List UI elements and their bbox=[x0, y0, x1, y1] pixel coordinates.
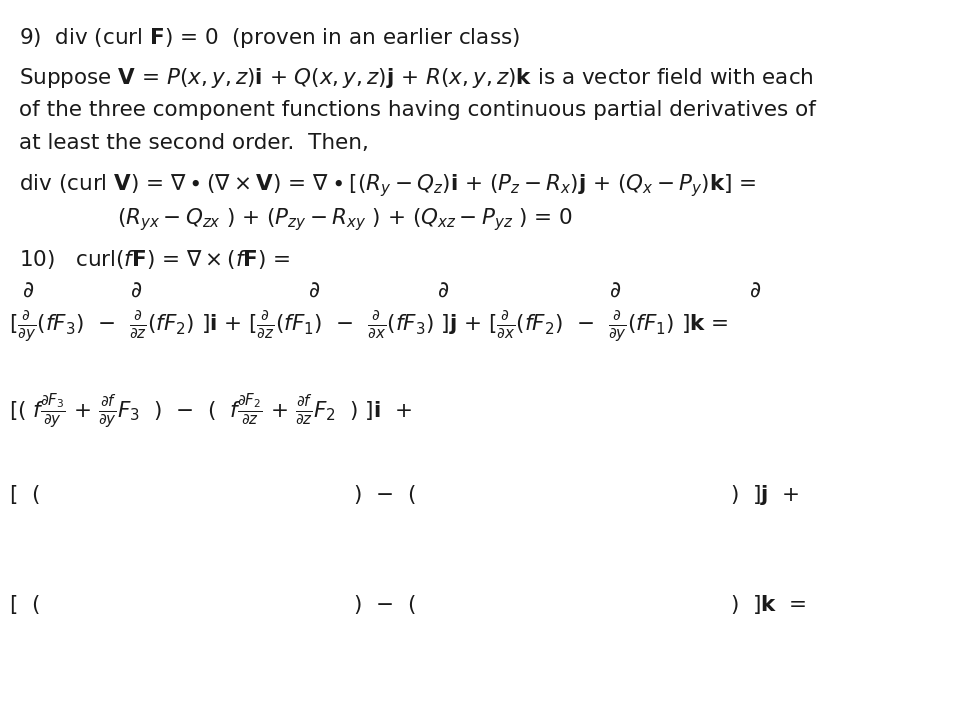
Text: 9)  div (curl $\mathbf{F}$) = 0  (proven in an earlier class): 9) div (curl $\mathbf{F}$) = 0 (proven i… bbox=[19, 27, 520, 50]
Text: [  (                                              )  $-$  (                     : [ ( ) $-$ ( bbox=[9, 593, 806, 616]
Text: div (curl $\mathbf{V}$) = $\nabla\bullet(\nabla\times\mathbf{V})$ = $\nabla\bull: div (curl $\mathbf{V}$) = $\nabla\bullet… bbox=[19, 172, 756, 199]
Text: $\partial$: $\partial$ bbox=[437, 281, 449, 301]
Text: [$($ $f\frac{\partial F_3}{\partial y}$ + $\frac{\partial f}{\partial y}F_3$  $): [$($ $f\frac{\partial F_3}{\partial y}$ … bbox=[9, 392, 412, 431]
Text: $\partial$: $\partial$ bbox=[308, 281, 321, 301]
Text: $\partial$: $\partial$ bbox=[749, 281, 760, 301]
Text: at least the second order.  Then,: at least the second order. Then, bbox=[19, 133, 369, 153]
Text: $\partial$: $\partial$ bbox=[22, 281, 34, 301]
Text: [$\frac{\partial}{\partial y}(fF_3)$  $-$  $\frac{\partial}{\partial z}(fF_2)$ ]: [$\frac{\partial}{\partial y}(fF_3)$ $-$… bbox=[9, 308, 728, 344]
Text: [  (                                              )  $-$  (                     : [ ( ) $-$ ( bbox=[9, 483, 799, 508]
Text: $\partial$: $\partial$ bbox=[131, 281, 142, 301]
Text: 10)   curl$(f\mathbf{F})$ = $\nabla\times(f\mathbf{F})$ =: 10) curl$(f\mathbf{F})$ = $\nabla\times(… bbox=[19, 248, 291, 271]
Text: $\partial$: $\partial$ bbox=[609, 281, 621, 301]
Text: Suppose $\mathbf{V}$ = $P(x,y,z)\mathbf{i}$ + $Q(x,y,z)\mathbf{j}$ + $R(x,y,z)\m: Suppose $\mathbf{V}$ = $P(x,y,z)\mathbf{… bbox=[19, 66, 814, 90]
Text: of the three component functions having continuous partial derivatives of: of the three component functions having … bbox=[19, 99, 816, 120]
Text: $( R_{yx}- Q_{zx}\ )$ + $( P_{zy}- R_{xy}\ )$ + $( Q_{xz}- P_{yz}\ )$ = 0: $( R_{yx}- Q_{zx}\ )$ + $( P_{zy}- R_{xy… bbox=[117, 206, 573, 233]
